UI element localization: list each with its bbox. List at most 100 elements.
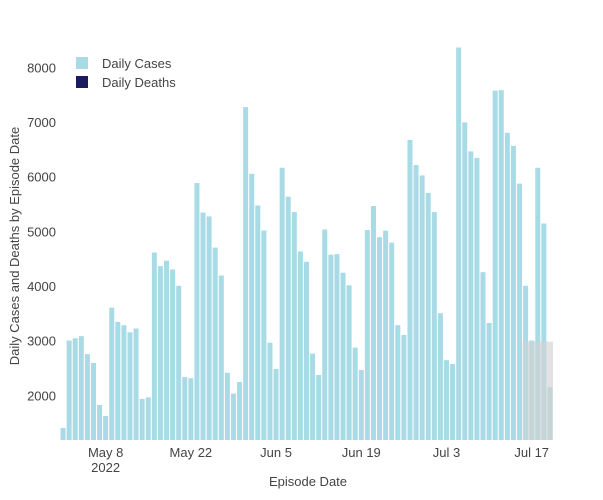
bar-daily-cases[interactable] [72, 338, 78, 440]
bar-daily-cases[interactable] [66, 340, 72, 440]
bar-daily-cases[interactable] [407, 139, 413, 440]
bar-daily-cases[interactable] [279, 167, 285, 440]
legend-swatch-cases[interactable] [76, 57, 88, 69]
bar-daily-cases[interactable] [468, 151, 474, 441]
bar-daily-cases[interactable] [78, 336, 84, 440]
bar-daily-cases[interactable] [151, 252, 157, 440]
bar-daily-cases[interactable] [340, 272, 346, 440]
bar-daily-cases[interactable] [358, 370, 364, 440]
bar-daily-cases[interactable] [492, 90, 498, 441]
y-axis-ticks: 2000 3000 4000 5000 6000 7000 8000 [27, 60, 56, 403]
bar-daily-cases[interactable] [389, 242, 395, 440]
bar-daily-cases[interactable] [504, 132, 510, 441]
bar-daily-cases[interactable] [194, 183, 200, 441]
y-tick-label: 4000 [27, 279, 56, 294]
bar-daily-cases[interactable] [127, 332, 133, 440]
bar-daily-cases[interactable] [249, 173, 255, 441]
bar-daily-cases[interactable] [541, 223, 547, 440]
bar-daily-cases[interactable] [285, 196, 291, 440]
legend[interactable]: Daily Cases Daily Deaths [76, 56, 176, 90]
bar-daily-cases[interactable] [157, 266, 163, 440]
bar-daily-cases[interactable] [304, 261, 309, 440]
bar-daily-cases[interactable] [443, 360, 449, 440]
bar-daily-cases[interactable] [84, 354, 90, 440]
bar-daily-cases[interactable] [401, 335, 407, 440]
bar-daily-cases[interactable] [437, 313, 443, 440]
bar-daily-cases[interactable] [200, 212, 206, 440]
bar-daily-cases[interactable] [462, 122, 468, 441]
y-tick-label: 3000 [27, 334, 56, 349]
legend-label-cases[interactable]: Daily Cases [102, 56, 172, 71]
bar-daily-cases[interactable] [395, 325, 401, 440]
y-tick-label: 5000 [27, 224, 56, 239]
bar-daily-cases[interactable] [450, 364, 456, 440]
bar-daily-cases[interactable] [206, 216, 212, 440]
bar-daily-cases[interactable] [267, 342, 273, 440]
bar-daily-cases[interactable] [243, 107, 249, 440]
bar-daily-cases[interactable] [383, 230, 389, 440]
bar-daily-cases[interactable] [139, 399, 145, 440]
bar-daily-cases[interactable] [212, 247, 218, 440]
bar-daily-cases[interactable] [310, 353, 316, 440]
bar-daily-cases[interactable] [535, 167, 541, 440]
bar-daily-cases[interactable] [456, 47, 462, 440]
bar-daily-cases[interactable] [164, 260, 170, 440]
bar-daily-cases[interactable] [182, 377, 188, 440]
bar-daily-cases[interactable] [133, 328, 139, 440]
y-axis-title: Daily Cases and Deaths by Episode Date [7, 127, 22, 365]
bar-daily-cases[interactable] [224, 372, 230, 440]
y-tick-label: 8000 [27, 60, 56, 75]
bar-daily-cases[interactable] [115, 321, 121, 440]
bar-daily-cases[interactable] [60, 427, 66, 440]
bar-daily-cases[interactable] [188, 378, 194, 440]
bar-daily-cases[interactable] [413, 165, 419, 440]
bar-daily-cases[interactable] [352, 347, 358, 440]
legend-swatch-deaths[interactable] [76, 76, 88, 88]
bar-daily-cases[interactable] [517, 183, 523, 440]
bar-daily-cases[interactable] [291, 212, 297, 440]
bar-daily-cases[interactable] [261, 230, 267, 440]
bar-daily-cases[interactable] [425, 192, 431, 440]
bar-daily-cases[interactable] [431, 212, 437, 440]
bar-daily-cases[interactable] [474, 157, 480, 441]
bar-daily-cases[interactable] [480, 272, 486, 440]
bar-daily-cases[interactable] [316, 374, 322, 440]
bar-daily-cases[interactable] [121, 325, 127, 440]
bar-daily-cases[interactable] [237, 382, 243, 440]
bar-daily-cases[interactable] [370, 206, 376, 440]
bar-daily-cases[interactable] [328, 254, 334, 440]
incomplete-data-shade [522, 341, 553, 440]
bar-daily-cases[interactable] [273, 368, 279, 440]
bar-daily-cases[interactable] [103, 415, 109, 440]
y-tick-label: 6000 [27, 170, 56, 185]
cases-bars [60, 47, 553, 441]
x-tick-label: Jun 5 [260, 445, 292, 460]
bar-daily-cases[interactable] [230, 393, 236, 440]
x-tick-label: May 8 [88, 445, 123, 460]
x-tick-label: May 22 [170, 445, 213, 460]
bar-daily-cases[interactable] [109, 307, 115, 440]
bar-daily-cases[interactable] [218, 275, 224, 440]
bar-daily-cases[interactable] [90, 362, 96, 440]
bar-daily-cases[interactable] [346, 285, 352, 440]
bar-daily-cases[interactable] [486, 323, 492, 440]
bar-daily-cases[interactable] [170, 269, 176, 440]
x-tick-year-label: 2022 [91, 460, 120, 475]
bar-daily-cases[interactable] [297, 251, 303, 440]
bar-daily-cases[interactable] [145, 397, 151, 440]
bar-daily-cases[interactable] [377, 237, 383, 440]
bar-daily-cases[interactable] [510, 145, 516, 441]
bar-daily-cases[interactable] [255, 205, 261, 440]
x-axis-title: Episode Date [269, 474, 347, 489]
bar-daily-cases[interactable] [334, 254, 340, 440]
legend-label-deaths[interactable]: Daily Deaths [102, 75, 176, 90]
bar-daily-cases[interactable] [419, 175, 425, 440]
bar-daily-cases[interactable] [498, 90, 504, 440]
bar-daily-cases[interactable] [176, 285, 182, 440]
bar-daily-cases[interactable] [322, 229, 328, 440]
y-tick-label: 7000 [27, 115, 56, 130]
bar-daily-cases[interactable] [97, 405, 103, 440]
bar-daily-cases[interactable] [364, 230, 370, 440]
